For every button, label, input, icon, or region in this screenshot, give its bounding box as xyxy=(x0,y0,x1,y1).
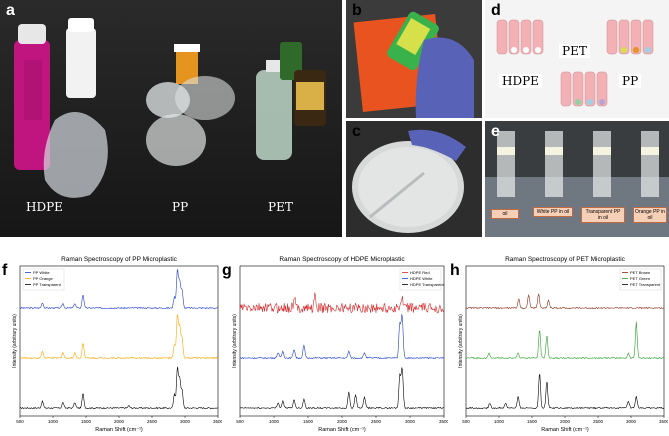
panel-g-letter: g xyxy=(222,262,232,279)
series-line xyxy=(239,314,445,360)
legend-entry: HDPE Transparent xyxy=(410,282,444,287)
x-tick-label: 2500 xyxy=(593,419,604,424)
hdpe-label: HDPE xyxy=(26,200,63,214)
x-tick-label: 2000 xyxy=(560,419,571,424)
panel-c-illustration xyxy=(352,129,466,233)
panel-c-photo: c xyxy=(346,121,482,237)
x-tick-label: 3000 xyxy=(180,419,191,424)
pp-label: PP xyxy=(172,200,189,214)
pet-label: PET xyxy=(268,200,293,214)
legend-entry: PP White xyxy=(33,270,50,275)
tube-group-hdpe: HDPE xyxy=(499,74,542,88)
x-axis-label: Raman Shift (cm⁻¹) xyxy=(318,427,366,433)
panel-a-illustration xyxy=(14,18,326,198)
legend-box xyxy=(619,268,662,291)
tube-group-pet: PET xyxy=(559,44,590,58)
panel-b-photo: b xyxy=(346,0,482,118)
y-axis-label: Intensity (arbitrary units) xyxy=(232,314,238,368)
legend-box xyxy=(22,268,65,291)
panel-h-letter: h xyxy=(450,262,460,279)
tube-group-pp: PP xyxy=(619,74,642,88)
panel-d-letter: d xyxy=(491,2,501,19)
panel-e-letter: e xyxy=(491,123,500,140)
x-tick-label: 1500 xyxy=(303,419,314,424)
panel-d-photo: PET HDPE PP d xyxy=(485,0,669,118)
x-tick-label: 1000 xyxy=(494,419,505,424)
legend-entry: PET Transparent xyxy=(630,282,661,287)
vial-tag-transparent-pp: Transparent PP in oil xyxy=(581,207,625,223)
x-tick-label: 2000 xyxy=(337,419,348,424)
series-line xyxy=(465,293,665,310)
x-tick-label: 3500 xyxy=(439,419,448,424)
series-line xyxy=(19,314,219,360)
x-tick-label: 1500 xyxy=(527,419,538,424)
panel-d-illustration xyxy=(496,19,654,107)
y-axis-label: Intensity (arbitrary units) xyxy=(458,314,464,368)
panel-a-letter: a xyxy=(6,2,15,19)
panel-f-letter: f xyxy=(2,262,8,279)
x-tick-label: 3500 xyxy=(659,419,668,424)
legend-entry: PP Orange xyxy=(33,276,53,281)
x-tick-label: 500 xyxy=(16,419,24,424)
x-tick-label: 2500 xyxy=(371,419,382,424)
x-tick-label: 500 xyxy=(236,419,244,424)
panel-c-letter: c xyxy=(352,123,361,140)
chart-pp-raman: Raman Spectroscopy of PP Microplastic Int… xyxy=(12,256,222,433)
chart-hdpe-raman: Raman Spectroscopy of HDPE Microplastic I… xyxy=(232,256,448,433)
series-line xyxy=(239,367,445,410)
panel-e-photo: oil White PP in oil Transparent PP in oi… xyxy=(485,121,669,237)
series-line xyxy=(19,366,219,410)
chart-pet-raman: Raman Spectroscopy of PET Microplastic In… xyxy=(458,256,668,433)
x-axis-label: Raman Shift (cm⁻¹) xyxy=(95,427,143,433)
legend-entry: PET Green xyxy=(630,276,650,281)
chart-title: Raman Spectroscopy of PP Microplastic xyxy=(61,256,178,263)
series-line xyxy=(465,321,665,360)
x-tick-label: 2500 xyxy=(147,419,158,424)
vial-tag-white-pp: White PP in oil xyxy=(533,207,573,217)
vial-tag-orange-pp: Orange PP in oil xyxy=(633,207,667,223)
legend-entry: PET Brown xyxy=(630,270,650,275)
legend-entry: HDPE White xyxy=(410,276,433,281)
x-tick-label: 3500 xyxy=(213,419,222,424)
legend-box xyxy=(399,268,442,291)
panel-a-photo: a HDPE PP PET xyxy=(0,0,342,237)
vial-tag-oil: oil xyxy=(491,209,519,219)
legend-entry: PP Transparent xyxy=(33,282,62,287)
panel-b-illustration xyxy=(353,11,474,118)
legend-entry: HDPE Red xyxy=(410,270,430,275)
x-axis-label: Raman Shift (cm⁻¹) xyxy=(541,427,589,433)
chart-title: Raman Spectroscopy of HDPE Microplastic xyxy=(279,256,405,263)
chart-title: Raman Spectroscopy of PET Microplastic xyxy=(505,256,626,263)
x-tick-label: 1000 xyxy=(48,419,59,424)
x-tick-label: 1000 xyxy=(269,419,280,424)
y-axis-label: Intensity (arbitrary units) xyxy=(12,314,18,368)
series-line xyxy=(239,292,445,314)
series-line xyxy=(19,269,219,310)
x-tick-label: 1500 xyxy=(81,419,92,424)
x-tick-label: 500 xyxy=(462,419,470,424)
x-tick-label: 3000 xyxy=(626,419,637,424)
x-tick-label: 3000 xyxy=(405,419,416,424)
x-tick-label: 2000 xyxy=(114,419,125,424)
panel-b-letter: b xyxy=(352,2,362,19)
series-line xyxy=(465,374,665,410)
